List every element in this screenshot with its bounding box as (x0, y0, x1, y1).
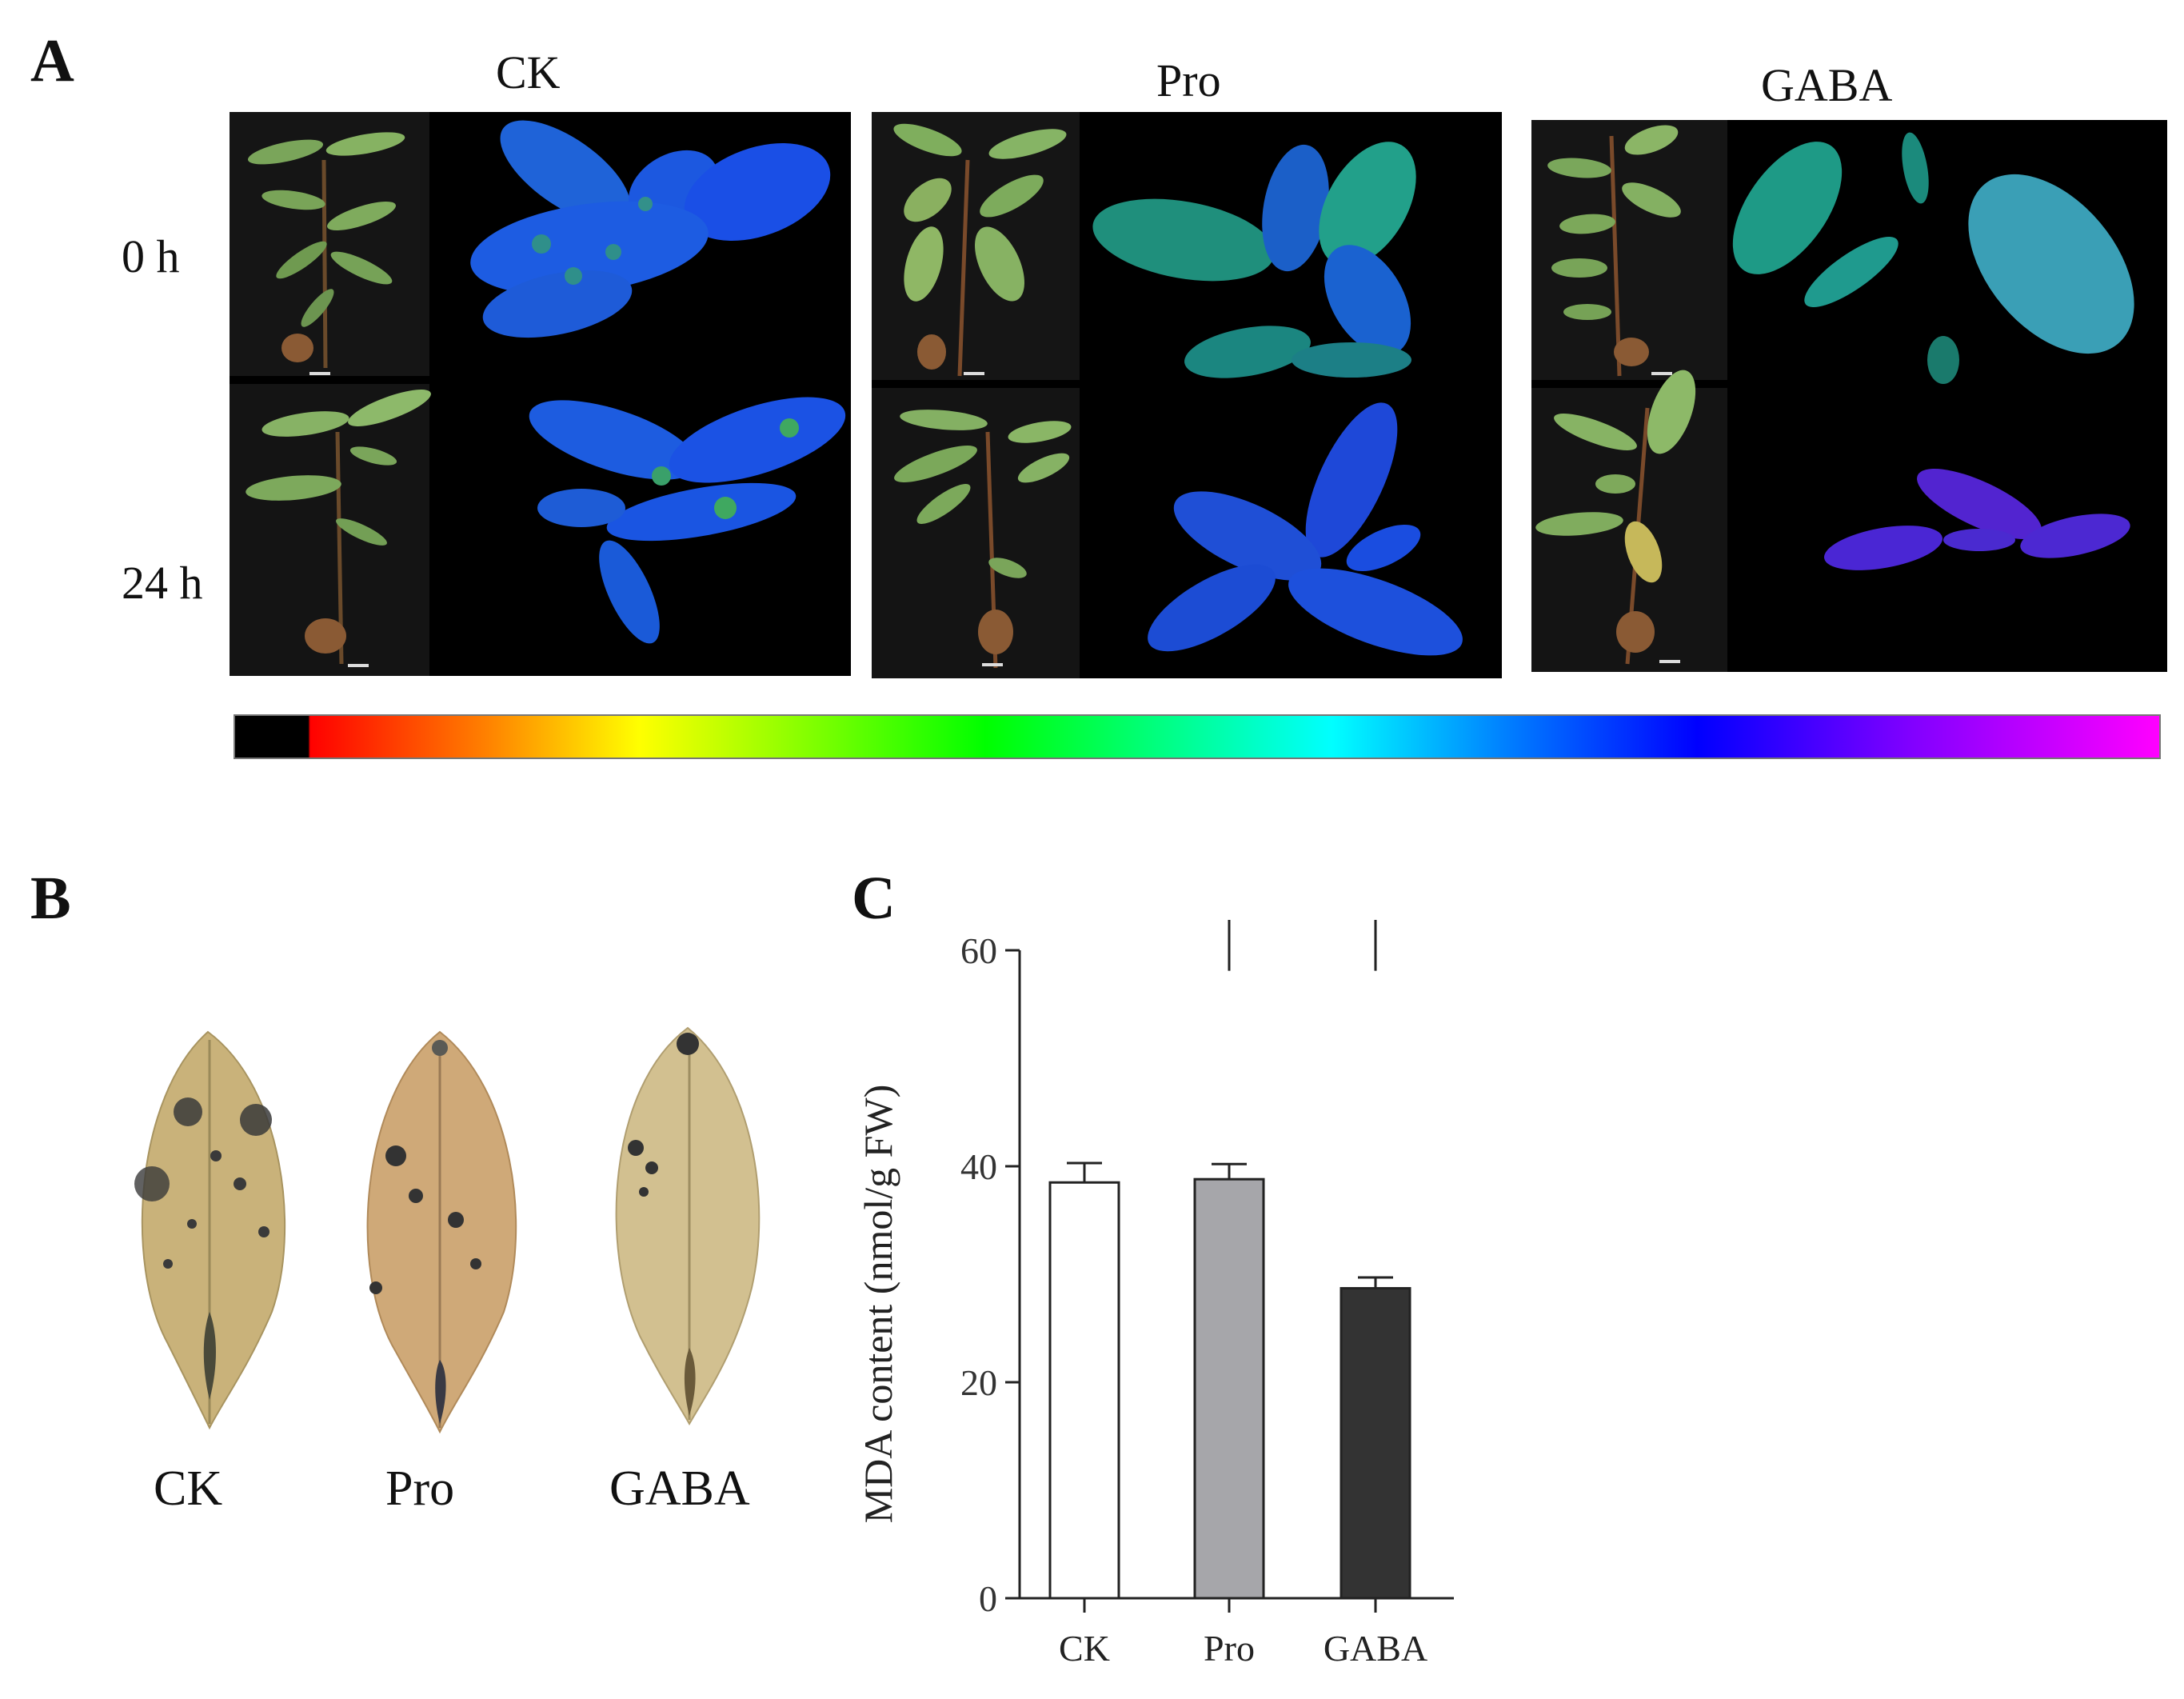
leaf-gaba (615, 1026, 761, 1426)
stained-leaves-illustration (134, 1026, 761, 1434)
row-label-24h: 24 h (122, 557, 203, 609)
leaf-label-ck: CK (154, 1461, 223, 1516)
panel-letter-a: A (30, 27, 74, 94)
leaf-ck (134, 1030, 286, 1430)
leaf-label-pro: Pro (385, 1461, 455, 1516)
y-axis-label: MDA content (nmol/g FW) (856, 1085, 900, 1524)
panel-letter-b: B (30, 865, 71, 932)
leaf-label-gaba: GABA (609, 1461, 750, 1516)
group-label-ck: CK (496, 46, 561, 98)
leaf-pro (366, 1030, 517, 1434)
pro-imaging-panel (872, 112, 1502, 678)
row-label-0h: 0 h (122, 230, 180, 282)
bar-ck (1048, 1181, 1120, 1600)
group-label-gaba: GABA (1761, 59, 1893, 111)
bar-gaba (1340, 1287, 1411, 1600)
ck-imaging-panel (230, 112, 851, 676)
gaba-imaging-panel (1531, 120, 2167, 672)
mda-bar-chart: MDA content (nmol/g FW) 0 20 40 60 CK Pro GAB… (856, 920, 1454, 1669)
y-tick-label-20: 20 (960, 1362, 997, 1403)
y-tick-label-60: 60 (960, 930, 997, 971)
bar-pro (1193, 1177, 1265, 1600)
panel-letter-c: C (852, 865, 896, 932)
group-label-pro: Pro (1156, 54, 1221, 106)
x-tick-label-gaba: GABA (1324, 1628, 1427, 1669)
y-tick-label-40: 40 (960, 1146, 997, 1187)
significance-bracket-2 (1228, 920, 1377, 971)
x-tick-label-ck: CK (1059, 1628, 1110, 1669)
y-tick-label-0: 0 (979, 1578, 997, 1619)
fluorescence-colorbar (234, 714, 2161, 759)
x-tick-label-pro: Pro (1204, 1628, 1255, 1669)
